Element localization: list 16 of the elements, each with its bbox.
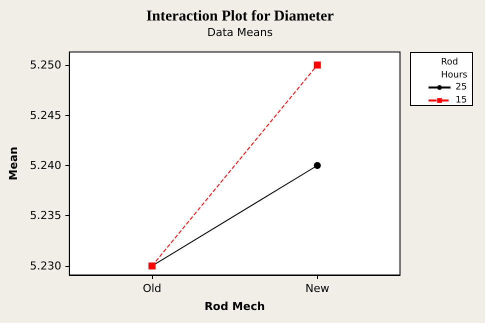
legend-label: 15 bbox=[456, 96, 467, 106]
point bbox=[314, 162, 321, 170]
y-tick-label: 5.240 bbox=[30, 159, 62, 172]
chart-title: Interaction Plot for Diameter bbox=[146, 8, 334, 24]
y-tick-label: 5.235 bbox=[30, 209, 62, 222]
y-tick-label: 5.230 bbox=[30, 259, 62, 272]
x-tick-label: Old bbox=[142, 282, 162, 295]
x-tick-label: New bbox=[305, 282, 330, 295]
y-tick-label: 5.245 bbox=[30, 108, 62, 122]
x-axis-title: Rod Mech bbox=[204, 300, 265, 313]
chart-subtitle: Data Means bbox=[207, 26, 273, 39]
point bbox=[314, 62, 321, 69]
legend-title: Rod Hours bbox=[441, 58, 468, 80]
legend-label: 25 bbox=[456, 82, 467, 92]
y-axis-title: Mean bbox=[7, 146, 20, 180]
y-tick-label: 5.250 bbox=[30, 58, 62, 72]
